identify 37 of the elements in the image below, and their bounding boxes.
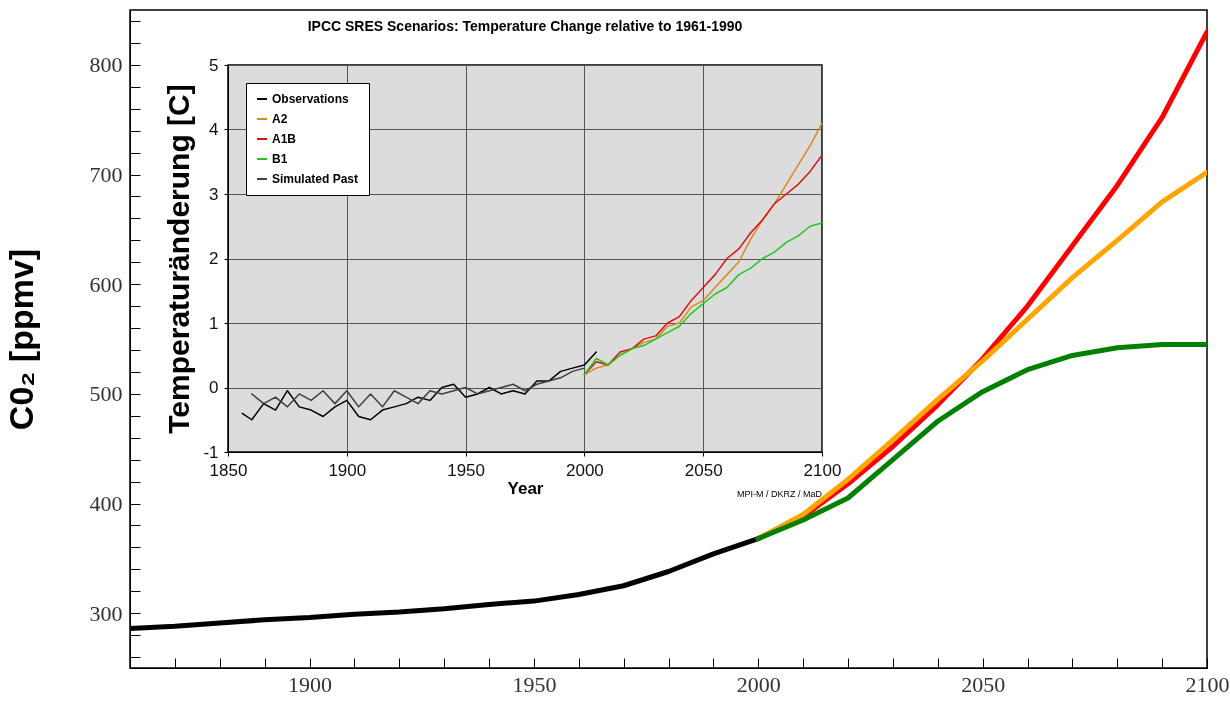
y-tick-label: 600 bbox=[89, 271, 123, 297]
y-tick-label: 3 bbox=[209, 184, 219, 204]
x-tick-label: 2050 bbox=[961, 671, 1006, 697]
x-tick-label: 1900 bbox=[328, 460, 367, 480]
y-tick-label: 700 bbox=[89, 162, 123, 187]
line-series bbox=[251, 367, 586, 408]
chart-title: IPCC SRES Scenarios: Temperature Change relative to 1961-1990 bbox=[307, 18, 743, 34]
y-tick-label: 300 bbox=[89, 600, 123, 626]
x-tick-label: 1900 bbox=[288, 671, 332, 697]
y-tick-label: -1 bbox=[203, 442, 219, 462]
x-tick-label: 2000 bbox=[736, 671, 781, 697]
legend-label: A2 bbox=[272, 112, 288, 126]
x-tick-label: 2100 bbox=[1185, 671, 1230, 697]
x-tick-label: 1950 bbox=[512, 671, 557, 697]
legend-label: Simulated Past bbox=[272, 172, 359, 186]
y-tick-label: 2 bbox=[209, 249, 219, 268]
legend-label: B1 bbox=[272, 152, 288, 166]
y-axis-title: C0₂ [ppmv] bbox=[1, 248, 40, 431]
line-series bbox=[241, 351, 598, 421]
y-tick-label: 500 bbox=[89, 381, 123, 407]
line-series bbox=[583, 222, 822, 376]
y-axis-title: Temperaturänderung [C] bbox=[162, 84, 196, 434]
legend-label: A1B bbox=[272, 132, 297, 146]
legend-label: Observations bbox=[272, 92, 350, 106]
x-tick-label: 1850 bbox=[209, 460, 248, 480]
y-tick-label: 4 bbox=[209, 120, 219, 139]
x-tick-label: 2100 bbox=[803, 460, 842, 480]
y-tick-label: 400 bbox=[89, 491, 123, 516]
annotation: MPI-M / DKRZ / MaD bbox=[737, 489, 823, 499]
y-tick-label: 0 bbox=[209, 378, 219, 397]
x-tick-label: 2050 bbox=[684, 460, 723, 480]
x-axis-title: Year bbox=[507, 478, 544, 498]
y-tick-label: 1 bbox=[209, 313, 219, 333]
y-tick-label: 800 bbox=[89, 52, 123, 78]
x-tick-label: 2000 bbox=[565, 460, 604, 480]
y-tick-label: 5 bbox=[209, 55, 219, 75]
x-tick-label: 1950 bbox=[447, 460, 486, 480]
